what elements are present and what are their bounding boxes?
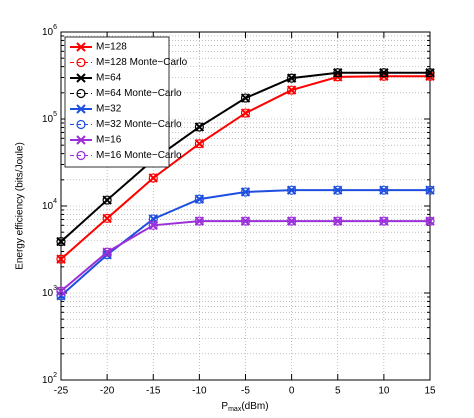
marker-circle xyxy=(333,185,343,195)
marker-circle xyxy=(425,185,435,195)
marker-circle xyxy=(240,187,251,197)
marker-circle xyxy=(148,173,158,183)
marker-circle xyxy=(56,286,66,296)
marker-x xyxy=(76,73,86,83)
marker-x xyxy=(76,104,86,114)
marker-circle xyxy=(76,57,86,68)
legend-label: M=128 Monte−Carlo xyxy=(96,57,188,68)
marker-circle xyxy=(333,216,343,226)
marker-circle xyxy=(194,139,204,149)
legend-label: M=128 xyxy=(96,42,127,53)
x-axis-label: Pmax(dBm) xyxy=(221,401,268,413)
y-tick-label: 104 xyxy=(42,198,57,212)
x-tick-label: 0 xyxy=(289,386,295,397)
x-tick-label: -5 xyxy=(241,386,250,397)
legend-label: M=16 xyxy=(96,135,122,146)
marker-circle xyxy=(102,213,112,224)
marker-circle xyxy=(240,108,251,118)
legend-label: M=64 xyxy=(96,73,122,84)
x-axis-label-base: P xyxy=(221,401,228,412)
marker-circle xyxy=(287,185,297,195)
y-tick-label: 105 xyxy=(42,111,57,125)
marker-circle xyxy=(76,150,86,161)
marker-circle xyxy=(102,247,112,257)
x-tick-label: -25 xyxy=(54,386,69,397)
marker-circle xyxy=(194,122,204,132)
marker-circle xyxy=(379,185,389,195)
marker-circle xyxy=(287,85,297,95)
marker-x xyxy=(76,135,86,145)
y-tick-label: 106 xyxy=(42,24,57,38)
legend-label: M=32 Monte−Carlo xyxy=(96,119,182,130)
legend-label: M=64 Monte−Carlo xyxy=(96,88,182,99)
marker-circle xyxy=(287,216,297,226)
plot-frame xyxy=(60,31,431,381)
x-axis-label-subscript: max xyxy=(228,406,242,413)
series-line xyxy=(60,72,430,242)
series-line xyxy=(60,220,430,292)
marker-circle xyxy=(333,68,343,78)
marker-circle xyxy=(194,216,204,226)
marker-circle xyxy=(379,216,389,226)
x-tick-label: -10 xyxy=(192,386,207,397)
marker-circle xyxy=(287,73,297,83)
x-tick-label: 10 xyxy=(378,386,390,397)
marker-circle xyxy=(148,214,158,224)
legend-label: M=16 Monte−Carlo xyxy=(96,150,182,161)
series-line xyxy=(60,75,430,260)
x-tick-label: 5 xyxy=(335,386,341,397)
marker-circle xyxy=(240,216,251,226)
x-tick-label: -15 xyxy=(146,386,161,397)
y-axis-label: Energy efficiency (bits/Joule) xyxy=(15,142,26,270)
marker-circle xyxy=(56,236,66,247)
marker-x xyxy=(76,42,86,52)
legend-label: M=32 xyxy=(96,104,122,115)
marker-circle xyxy=(102,195,112,205)
x-tick-label: -20 xyxy=(100,386,115,397)
x-axis-label-unit: (dBm) xyxy=(241,401,268,412)
y-tick-label: 103 xyxy=(42,285,57,299)
y-tick-label: 102 xyxy=(42,372,57,386)
legend: M=128 M=128 Monte−Carlo M=64 M=64 Monte−Car… xyxy=(64,36,188,168)
series-line xyxy=(60,220,430,292)
marker-circle xyxy=(148,220,158,230)
x-tick-label: 15 xyxy=(424,386,436,397)
marker-circle xyxy=(76,88,86,99)
marker-circle xyxy=(56,254,66,264)
marker-circle xyxy=(425,68,435,78)
marker-circle xyxy=(194,194,204,204)
marker-circle xyxy=(240,93,251,103)
marker-circle xyxy=(379,68,389,78)
marker-circle xyxy=(425,216,435,226)
marker-circle xyxy=(76,119,86,130)
